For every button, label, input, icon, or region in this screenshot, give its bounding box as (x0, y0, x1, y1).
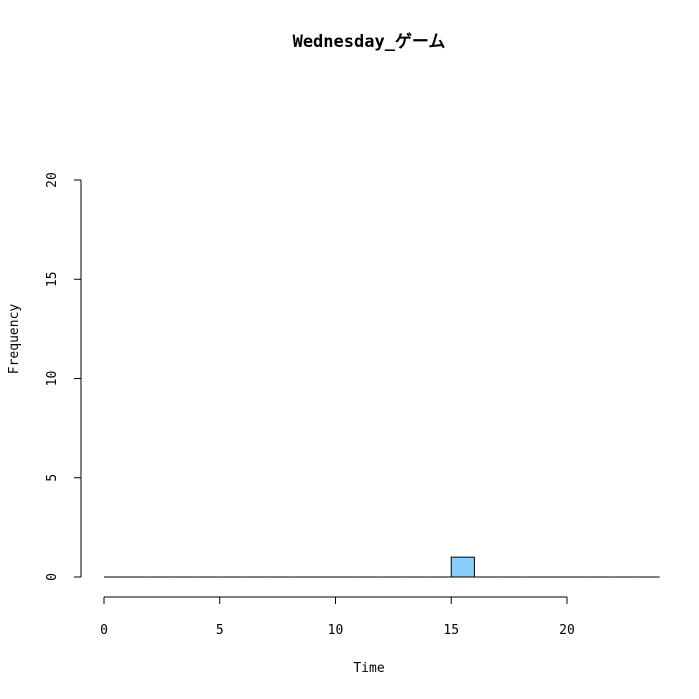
histogram-bar-15 (450, 556, 475, 578)
y-axis: 0 5 10 15 20 (45, 172, 82, 581)
x-tick-label-1: 5 (216, 623, 224, 638)
x-tick-label-4: 20 (559, 623, 575, 638)
y-tick-label-0: 0 (45, 573, 60, 581)
y-axis-label: Frequency (7, 304, 22, 375)
y-tick-label-2: 10 (45, 371, 60, 387)
y-tick-label-3: 15 (45, 271, 60, 287)
x-tick-label-2: 10 (328, 623, 344, 638)
x-tick-label-3: 15 (443, 623, 459, 638)
y-tick-label-1: 5 (45, 474, 60, 482)
chart-title: Wednesday_ゲーム (293, 31, 446, 52)
x-axis: 0 5 10 15 20 (100, 596, 575, 638)
x-axis-label: Time (353, 661, 384, 676)
y-tick-label-4: 20 (45, 172, 60, 188)
x-tick-label-0: 0 (100, 623, 108, 638)
bars-group (104, 556, 660, 578)
